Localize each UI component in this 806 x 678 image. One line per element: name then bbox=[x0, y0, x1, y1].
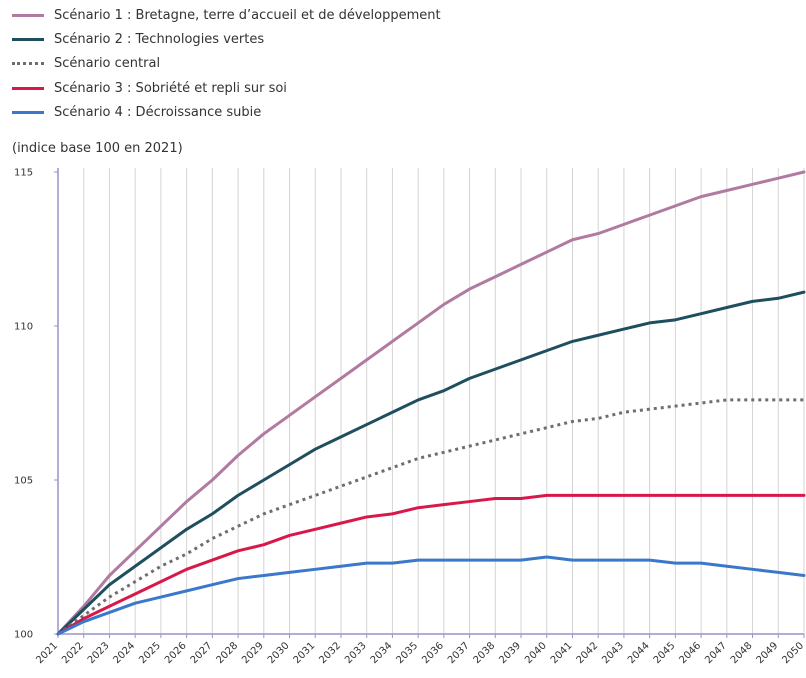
legend-label: Scénario 2 : Technologies vertes bbox=[54, 32, 265, 48]
legend-item-scenario-central[interactable]: Scénario central bbox=[12, 52, 441, 76]
legend-label: Scénario central bbox=[54, 56, 161, 72]
x-tick-label: 2027 bbox=[189, 640, 215, 666]
x-tick-label: 2044 bbox=[626, 640, 652, 666]
series-line-5 bbox=[56, 555, 806, 636]
x-tick-label: 2035 bbox=[394, 640, 420, 666]
legend-label: Scénario 3 : Sobriété et repli sur soi bbox=[54, 80, 287, 96]
x-tick-label: 2037 bbox=[446, 640, 472, 666]
x-tick-label: 2033 bbox=[343, 640, 369, 666]
x-tick-label: 2040 bbox=[523, 640, 549, 666]
x-tick-label: 2043 bbox=[600, 640, 626, 666]
legend-item-scenario-1[interactable]: Scénario 1 : Bretagne, terre d’accueil e… bbox=[12, 3, 441, 27]
x-tick-label: 2048 bbox=[729, 640, 755, 666]
x-tick-label: 2029 bbox=[240, 640, 266, 666]
x-tick-label: 2031 bbox=[292, 640, 318, 666]
legend-label: Scénario 1 : Bretagne, terre d’accueil e… bbox=[54, 7, 441, 23]
y-tick-label: 105 bbox=[14, 476, 33, 487]
legend-item-scenario-2[interactable]: Scénario 2 : Technologies vertes bbox=[12, 27, 441, 51]
legend-swatch bbox=[12, 111, 44, 115]
x-tick-label: 2047 bbox=[703, 640, 729, 666]
x-tick-label: 2021 bbox=[34, 640, 60, 666]
series-line-2 bbox=[56, 290, 806, 636]
legend-swatch bbox=[12, 13, 44, 17]
x-tick-label: 2023 bbox=[86, 640, 112, 666]
x-tick-label: 2025 bbox=[137, 640, 163, 666]
x-tick-label: 2028 bbox=[214, 640, 240, 666]
x-tick-label: 2049 bbox=[755, 640, 781, 666]
legend-swatch bbox=[12, 38, 44, 42]
x-tick-label: 2022 bbox=[60, 640, 86, 666]
x-tick-label: 2041 bbox=[549, 640, 575, 666]
x-tick-label: 2039 bbox=[497, 640, 523, 666]
legend: Scénario 1 : Bretagne, terre d’accueil e… bbox=[12, 3, 441, 125]
x-tick-label: 2046 bbox=[677, 640, 703, 666]
x-tick-label: 2026 bbox=[163, 640, 189, 666]
x-tick-label: 2045 bbox=[652, 640, 678, 666]
legend-item-scenario-4[interactable]: Scénario 4 : Décroissance subie bbox=[12, 101, 441, 125]
unit-label: (indice base 100 en 2021) bbox=[12, 141, 183, 156]
x-tick-label: 2042 bbox=[575, 640, 601, 666]
x-tick-label: 2050 bbox=[780, 640, 806, 666]
legend-swatch bbox=[12, 86, 44, 90]
x-tick-label: 2038 bbox=[472, 640, 498, 666]
legend-label: Scénario 4 : Décroissance subie bbox=[54, 105, 262, 121]
x-tick-label: 2032 bbox=[317, 640, 343, 666]
legend-item-scenario-3[interactable]: Scénario 3 : Sobriété et repli sur soi bbox=[12, 76, 441, 100]
series-line-3 bbox=[57, 398, 804, 636]
x-tick-label: 2030 bbox=[266, 640, 292, 666]
legend-swatch bbox=[12, 62, 44, 66]
x-tick-label: 2036 bbox=[420, 640, 446, 666]
x-tick-label: 2024 bbox=[112, 640, 138, 666]
y-tick-label: 100 bbox=[14, 630, 33, 641]
series-line-4 bbox=[56, 493, 806, 636]
y-tick-label: 115 bbox=[14, 168, 33, 179]
x-tick-label: 2034 bbox=[369, 640, 395, 666]
y-tick-label: 110 bbox=[14, 322, 33, 333]
series-line-1 bbox=[56, 170, 806, 636]
